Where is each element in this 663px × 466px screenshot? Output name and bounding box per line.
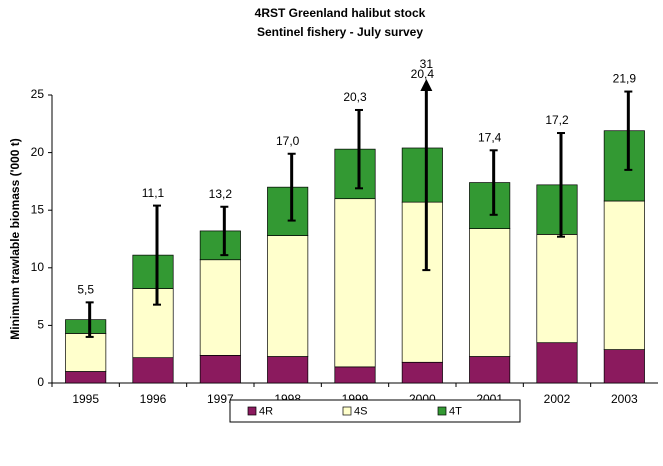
bar-segment <box>132 288 174 359</box>
legend-label: 4T <box>449 405 462 417</box>
arrow-head <box>420 79 433 91</box>
y-tick-label: 0 <box>37 375 44 389</box>
value-label: 17,4 <box>478 130 502 144</box>
bar-segment <box>536 184 578 235</box>
value-label: 20,3 <box>343 90 367 104</box>
value-label: 21,9 <box>613 72 637 86</box>
bar-segment <box>334 366 376 384</box>
bar-segment <box>401 361 443 384</box>
x-tick-label: 1995 <box>72 392 99 406</box>
legend-swatch <box>342 406 352 416</box>
value-label: 11,1 <box>142 186 165 200</box>
chart-title: 4RST Greenland halibut stock <box>255 6 426 20</box>
value-label: 20,4 <box>411 67 435 81</box>
bar-segment <box>65 371 107 384</box>
x-tick-label: 2002 <box>544 392 571 406</box>
y-tick-label: 15 <box>31 202 45 216</box>
bar-segment <box>334 148 376 200</box>
y-axis-title: Minimum trawlable biomass ('000 t) <box>8 138 22 340</box>
bar-segment <box>267 356 309 384</box>
legend-box <box>229 399 521 423</box>
bar-segment <box>65 333 107 372</box>
y-tick-label: 20 <box>31 145 45 159</box>
value-label: 17,0 <box>276 134 300 148</box>
bar-segment <box>199 355 241 384</box>
legend-label: 4S <box>354 405 367 417</box>
y-tick-label: 10 <box>31 260 45 274</box>
bar-segment <box>65 319 107 334</box>
value-label: 5,5 <box>77 283 94 297</box>
x-tick-label: 1997 <box>207 392 234 406</box>
bar-segment <box>401 147 443 203</box>
chart-subtitle: Sentinel fishery - July survey <box>257 25 423 39</box>
value-label: 17,2 <box>545 113 569 127</box>
legend-label: 4R <box>259 405 273 417</box>
annotation: 31 <box>420 57 434 71</box>
legend-swatch <box>437 406 447 416</box>
bar-segment <box>334 198 376 368</box>
y-tick-label: 25 <box>31 87 45 101</box>
bar-segment <box>132 357 174 384</box>
bar-segment <box>132 254 174 289</box>
bar-segment <box>267 186 309 236</box>
bar-segment <box>199 259 241 356</box>
bar-segment <box>536 234 578 344</box>
x-tick-label: 2003 <box>611 392 638 406</box>
y-tick-label: 5 <box>37 318 44 332</box>
value-label: 13,2 <box>209 187 233 201</box>
bar-segment <box>469 182 511 229</box>
bar-segment <box>401 201 443 363</box>
bar-segment <box>469 228 511 357</box>
bar-segment <box>267 235 309 357</box>
x-tick-label: 1996 <box>140 392 167 406</box>
bar-segment <box>536 342 578 384</box>
legend-swatch <box>247 406 257 416</box>
bar-segment <box>603 200 645 350</box>
bar-segment <box>469 356 511 384</box>
bar-segment <box>603 130 645 202</box>
bar-segment <box>603 349 645 384</box>
